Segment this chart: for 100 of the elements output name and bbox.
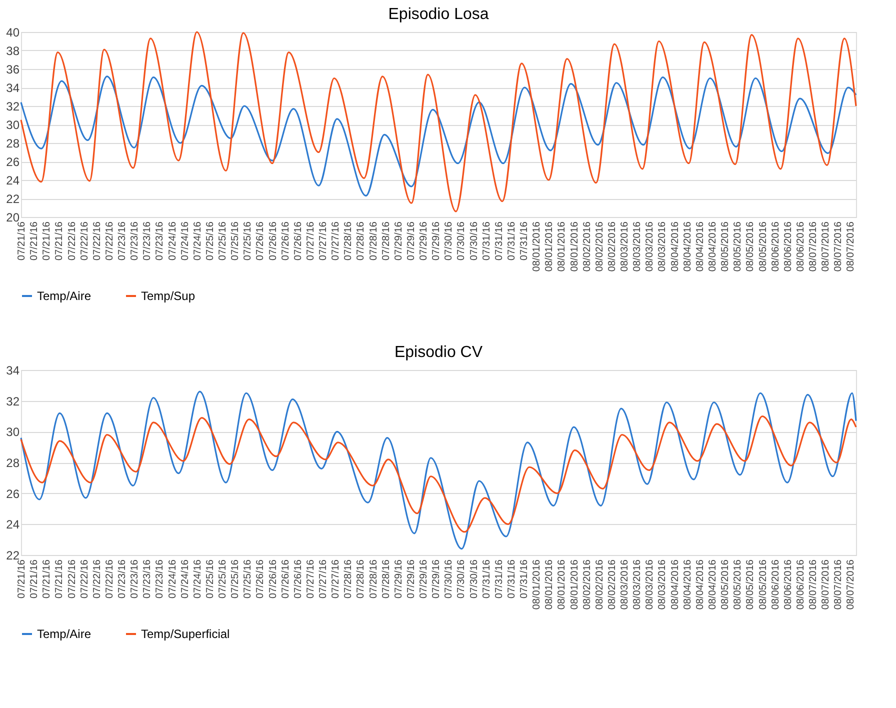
x-tick-label: 07/22/16 (66, 559, 78, 598)
x-tick-label: 07/27/16 (318, 221, 330, 260)
legend-label: Temp/Sup (141, 289, 196, 303)
x-tick-label: 08/03/2016 (632, 221, 644, 272)
x-tick-label: 08/01/2016 (569, 559, 580, 610)
x-tick-label: 07/21/16 (42, 221, 53, 260)
x-tick-label: 08/05/2016 (720, 559, 732, 610)
x-tick-label: 07/31/16 (506, 559, 518, 598)
x-tick-label: 07/26/16 (280, 221, 292, 260)
x-tick-label: 07/21/16 (29, 221, 40, 260)
x-tick-label: 07/22/16 (92, 221, 103, 260)
x-tick-label: 07/22/16 (104, 559, 116, 598)
x-tick-label: 08/04/2016 (694, 559, 706, 610)
x-tick-label: 08/07/2016 (846, 221, 857, 272)
y-tick-label: 26 (6, 486, 20, 501)
x-tick-label: 08/04/2016 (694, 221, 706, 272)
legend-label: Temp/Aire (37, 627, 92, 641)
x-tick-label: 07/23/16 (142, 559, 154, 598)
x-tick-label: 07/24/16 (192, 559, 204, 598)
y-tick-label: 36 (6, 62, 20, 76)
x-tick-label: 08/06/2016 (782, 221, 794, 272)
x-tick-label: 07/27/16 (318, 559, 330, 598)
x-tick-label: 07/23/16 (117, 559, 128, 598)
y-tick-label: 26 (6, 155, 20, 169)
line-series (20, 76, 857, 197)
x-tick-label: 08/05/2016 (720, 221, 732, 272)
x-tick-label: 07/27/16 (305, 559, 316, 598)
x-tick-label: 08/01/2016 (556, 221, 568, 272)
x-tick-label: 07/25/16 (242, 221, 254, 260)
chart-title: Episodio Losa (388, 6, 489, 23)
x-tick-label: 07/24/16 (180, 221, 191, 260)
x-tick-label: 07/29/16 (431, 559, 442, 598)
x-tick-label: 07/22/16 (66, 221, 78, 260)
x-tick-label: 08/06/2016 (770, 221, 782, 272)
x-tick-label: 07/31/16 (481, 221, 492, 260)
x-tick-label: 08/01/2016 (532, 221, 543, 272)
x-tick-label: 07/25/16 (204, 559, 216, 598)
x-tick-label: 08/05/2016 (732, 221, 744, 272)
x-tick-label: 08/07/2016 (808, 221, 820, 272)
x-tick-label: 07/28/16 (380, 221, 392, 260)
x-tick-label: 08/01/2016 (544, 559, 556, 610)
y-tick-label: 40 (6, 26, 20, 40)
x-tick-label: 07/21/16 (54, 559, 66, 598)
x-tick-label: 08/01/2016 (556, 559, 568, 610)
x-tick-label: 08/02/2016 (606, 221, 618, 272)
y-tick-label: 28 (6, 456, 20, 470)
x-tick-label: 08/04/2016 (682, 559, 694, 610)
x-tick-label: 07/21/16 (54, 221, 66, 260)
x-tick-label: 08/03/2016 (620, 559, 631, 610)
y-tick-label: 34 (6, 81, 20, 95)
chart-title: Episodio CV (394, 344, 483, 361)
x-tick-label: 08/03/2016 (657, 221, 668, 272)
x-tick-label: 07/29/16 (418, 559, 430, 598)
x-tick-label: 07/29/16 (393, 559, 404, 598)
x-tick-label: 08/06/2016 (795, 221, 806, 272)
x-tick-label: 07/26/16 (292, 559, 304, 598)
x-tick-label: 08/07/2016 (820, 559, 832, 610)
x-tick-label: 08/06/2016 (795, 559, 806, 610)
x-tick-label: 08/05/2016 (745, 559, 756, 610)
x-tick-label: 08/03/2016 (620, 221, 631, 272)
x-tick-label: 07/23/16 (117, 221, 128, 260)
x-tick-label: 07/25/16 (218, 559, 229, 598)
x-tick-label: 08/07/2016 (833, 559, 844, 610)
x-tick-label: 07/29/16 (418, 221, 430, 260)
x-tick-label: 07/26/16 (268, 221, 279, 260)
y-tick-label: 22 (6, 192, 20, 206)
x-tick-label: 08/05/2016 (745, 221, 756, 272)
x-tick-label: 07/24/16 (192, 221, 204, 260)
x-tick-label: 08/02/2016 (606, 559, 618, 610)
x-tick-label: 07/31/16 (494, 221, 505, 260)
x-tick-label: 08/03/2016 (644, 221, 656, 272)
x-tick-label: 08/04/2016 (708, 221, 718, 272)
x-tick-label: 07/25/16 (230, 559, 242, 598)
x-tick-label: 07/30/16 (456, 221, 468, 260)
x-tick-label: 07/25/16 (230, 221, 242, 260)
y-tick-label: 24 (6, 518, 20, 532)
x-tick-label: 07/26/16 (255, 559, 266, 598)
x-tick-label: 07/31/16 (519, 559, 530, 598)
x-tick-label: 07/28/16 (368, 559, 380, 598)
x-tick-label: 08/02/2016 (594, 559, 606, 610)
x-tick-label: 07/25/16 (204, 221, 216, 260)
x-tick-label: 07/29/16 (406, 559, 417, 598)
x-tick-label: 07/28/16 (380, 559, 392, 598)
legend-label: Temp/Aire (37, 289, 92, 303)
x-tick-label: 08/04/2016 (682, 221, 694, 272)
x-tick-label: 08/03/2016 (632, 559, 644, 610)
x-tick-label: 08/05/2016 (758, 221, 769, 272)
x-tick-label: 07/21/16 (42, 559, 53, 598)
x-tick-label: 08/01/2016 (569, 221, 580, 272)
x-tick-label: 08/07/2016 (820, 221, 832, 272)
x-tick-label: 07/26/16 (255, 221, 266, 260)
x-tick-label: 08/04/2016 (670, 559, 681, 610)
x-tick-label: 07/27/16 (330, 559, 342, 598)
x-tick-label: 07/30/16 (468, 559, 480, 598)
x-tick-label: 07/26/16 (292, 221, 304, 260)
x-tick-label: 07/31/16 (494, 559, 505, 598)
line-series (20, 31, 857, 212)
x-tick-label: 08/06/2016 (782, 559, 794, 610)
y-tick-label: 32 (6, 100, 20, 114)
line-series (20, 415, 857, 533)
